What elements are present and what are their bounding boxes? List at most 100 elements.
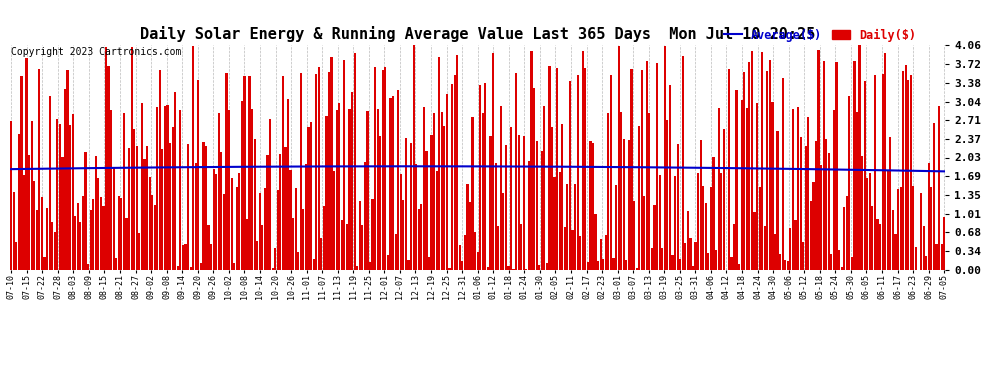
Bar: [736, 90, 738, 270]
Bar: [938, 106, 940, 270]
Bar: [756, 104, 758, 270]
Bar: [479, 84, 481, 270]
Bar: [466, 184, 468, 270]
Bar: [769, 60, 771, 270]
Bar: [10, 121, 12, 270]
Bar: [663, 46, 666, 270]
Bar: [131, 46, 133, 270]
Bar: [64, 89, 66, 270]
Bar: [226, 73, 228, 270]
Bar: [246, 219, 248, 270]
Bar: [41, 197, 43, 270]
Bar: [576, 75, 579, 270]
Bar: [366, 111, 368, 270]
Bar: [471, 117, 473, 270]
Bar: [413, 45, 415, 270]
Bar: [692, 266, 694, 270]
Bar: [910, 75, 912, 270]
Bar: [58, 124, 61, 270]
Bar: [745, 108, 747, 270]
Bar: [641, 70, 643, 270]
Bar: [302, 209, 305, 270]
Bar: [474, 232, 476, 270]
Bar: [220, 152, 223, 270]
Bar: [384, 67, 386, 270]
Bar: [256, 241, 258, 270]
Bar: [251, 109, 253, 270]
Bar: [505, 145, 507, 270]
Bar: [743, 72, 745, 270]
Bar: [144, 159, 146, 270]
Bar: [451, 84, 453, 270]
Bar: [31, 121, 33, 270]
Bar: [423, 106, 425, 270]
Bar: [164, 106, 166, 270]
Bar: [848, 96, 850, 270]
Bar: [236, 187, 238, 270]
Bar: [861, 156, 863, 270]
Bar: [544, 106, 545, 270]
Bar: [574, 184, 576, 270]
Bar: [582, 51, 584, 270]
Bar: [789, 228, 791, 270]
Bar: [284, 147, 286, 270]
Bar: [205, 146, 207, 270]
Bar: [810, 201, 812, 270]
Bar: [682, 56, 684, 270]
Bar: [105, 47, 107, 270]
Bar: [379, 136, 381, 270]
Bar: [241, 101, 243, 270]
Bar: [441, 111, 443, 270]
Bar: [218, 113, 220, 270]
Bar: [110, 110, 112, 270]
Bar: [179, 110, 181, 270]
Bar: [141, 104, 143, 270]
Bar: [545, 263, 548, 270]
Bar: [33, 182, 36, 270]
Bar: [187, 144, 189, 270]
Bar: [453, 75, 455, 270]
Bar: [658, 175, 660, 270]
Bar: [569, 81, 571, 270]
Bar: [318, 67, 320, 270]
Bar: [763, 226, 766, 270]
Bar: [69, 125, 71, 270]
Bar: [876, 219, 878, 270]
Bar: [231, 178, 233, 270]
Bar: [826, 139, 828, 270]
Bar: [397, 90, 399, 270]
Bar: [856, 112, 858, 270]
Bar: [374, 66, 376, 270]
Bar: [636, 268, 638, 270]
Bar: [553, 177, 555, 270]
Bar: [836, 62, 838, 270]
Bar: [44, 257, 46, 270]
Bar: [153, 206, 155, 270]
Bar: [269, 119, 271, 270]
Bar: [469, 202, 471, 270]
Bar: [674, 176, 676, 270]
Bar: [571, 230, 573, 270]
Bar: [320, 238, 323, 270]
Bar: [121, 198, 123, 270]
Bar: [89, 210, 92, 270]
Bar: [556, 68, 558, 270]
Bar: [444, 126, 446, 270]
Bar: [823, 61, 825, 270]
Bar: [915, 247, 917, 270]
Bar: [784, 260, 786, 270]
Bar: [584, 69, 586, 270]
Bar: [271, 268, 273, 270]
Bar: [923, 226, 925, 270]
Bar: [550, 127, 553, 270]
Bar: [15, 242, 18, 270]
Bar: [710, 187, 712, 270]
Bar: [902, 70, 904, 270]
Bar: [631, 69, 633, 270]
Bar: [36, 210, 38, 270]
Bar: [264, 188, 266, 270]
Bar: [928, 164, 930, 270]
Bar: [102, 206, 105, 270]
Bar: [807, 117, 810, 270]
Bar: [607, 113, 610, 270]
